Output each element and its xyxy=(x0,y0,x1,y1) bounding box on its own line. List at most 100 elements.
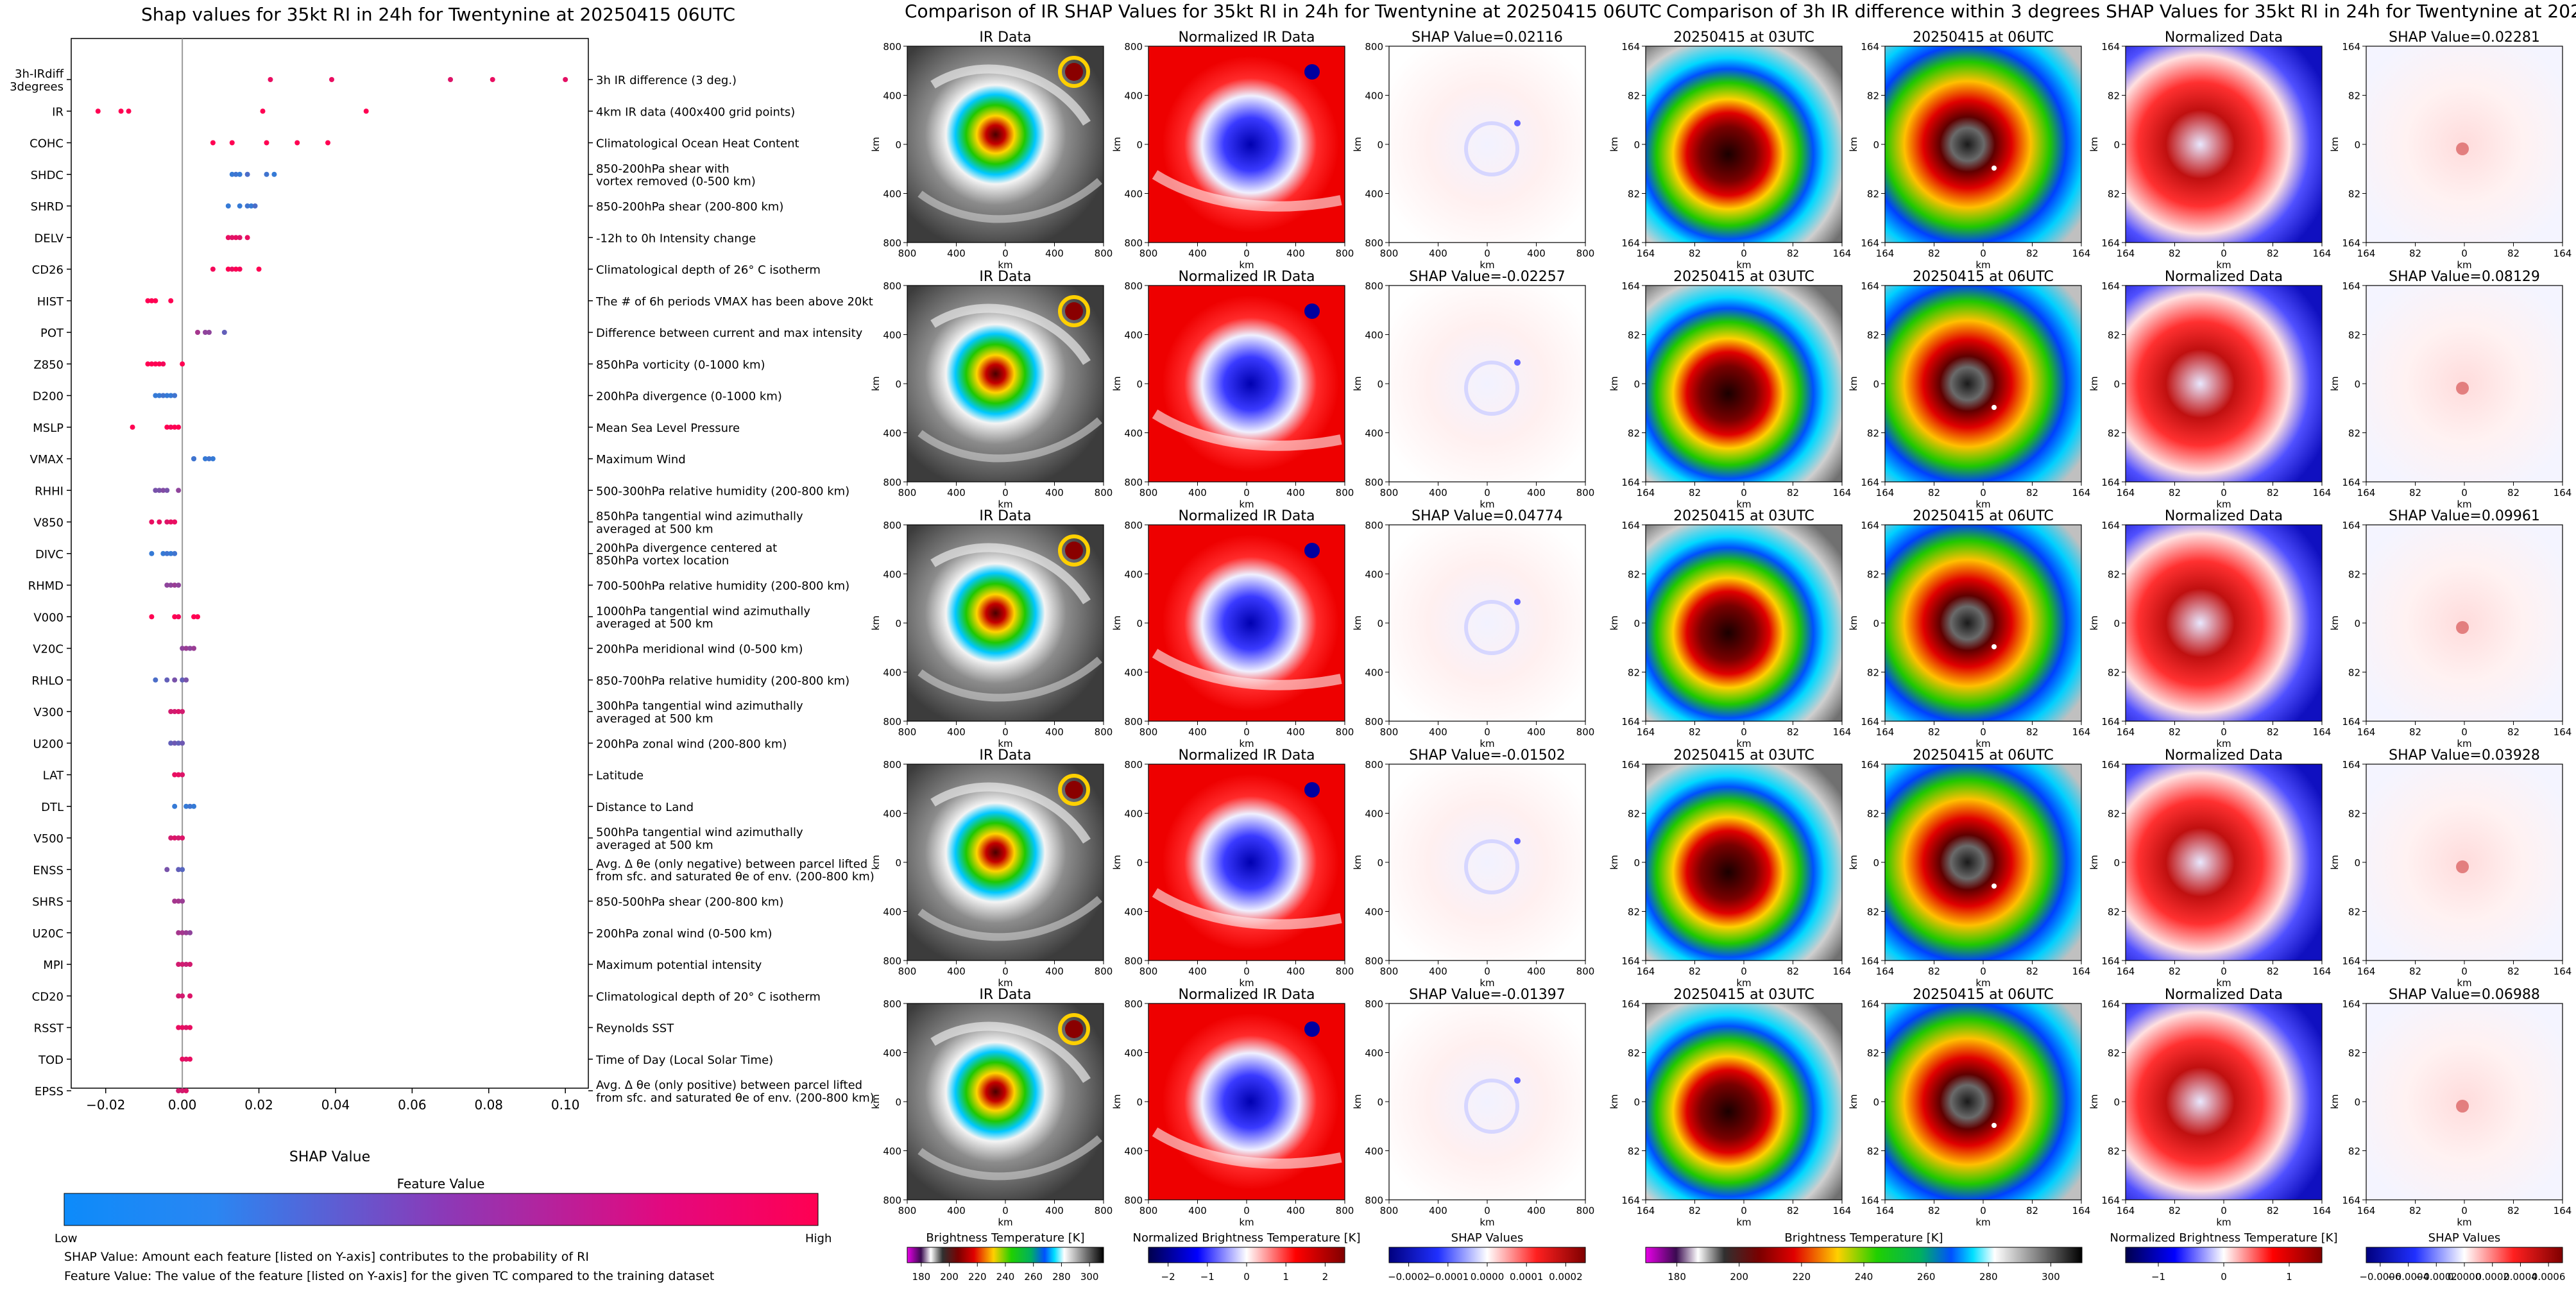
ytick-label: 400 xyxy=(883,1048,901,1059)
xtick-label: 0 xyxy=(1741,966,1747,977)
panel-title: 20250415 at 03UTC xyxy=(1673,987,1814,1003)
feature-name: CD26 xyxy=(32,264,64,277)
xtick-label: 164 xyxy=(1637,487,1655,499)
ytick-label: 82 xyxy=(1628,569,1640,581)
xtick-label: 164 xyxy=(1833,966,1852,977)
ytick-label: 800 xyxy=(1124,955,1143,967)
xtick-label: 0.08 xyxy=(475,1097,504,1113)
shap-point xyxy=(187,645,193,651)
xtick-label: 82 xyxy=(2169,726,2181,738)
x-axis-label: km xyxy=(1239,259,1254,271)
xtick-label: 400 xyxy=(1527,248,1546,259)
shap-point xyxy=(168,740,174,746)
xtick-label: 400 xyxy=(947,726,966,738)
colorbar-tick-label: −0.0001 xyxy=(1427,1271,1469,1283)
panel-title: 20250415 at 03UTC xyxy=(1673,30,1814,46)
x-axis-label: km xyxy=(1736,1216,1751,1228)
ytick-label: 82 xyxy=(2348,667,2360,679)
xtick-label: 0 xyxy=(2461,966,2468,977)
ytick-label: 164 xyxy=(1861,955,1879,967)
ytick-label: 400 xyxy=(1365,189,1383,200)
ytick-label: 0 xyxy=(2354,379,2360,390)
ytick-label: 400 xyxy=(1124,330,1143,341)
colorbar-gradient xyxy=(907,1247,1104,1263)
shap-point xyxy=(294,140,300,146)
ytick-label: 800 xyxy=(1365,716,1383,728)
shap-point xyxy=(164,393,170,398)
xtick-label: 0 xyxy=(2221,966,2227,977)
feature-description: 200hPa divergence centered at 850hPa vort… xyxy=(596,542,777,568)
xtick-label: 0 xyxy=(1484,248,1490,259)
colorbar: SHAP Values−0.0006−0.0004−0.00020.00000.… xyxy=(2359,1231,2565,1283)
x-axis-label: km xyxy=(1975,1216,1990,1228)
xtick-label: 800 xyxy=(1139,1205,1158,1216)
xtick-label: 82 xyxy=(2507,966,2520,977)
ytick-label: 400 xyxy=(883,189,901,200)
shap-note: SHAP Value: Amount each feature [listed … xyxy=(64,1250,589,1264)
x-axis-label: km xyxy=(2457,738,2471,749)
xtick-label: 164 xyxy=(1876,487,1895,499)
ytick-label: 82 xyxy=(1867,1146,1879,1157)
ytick-label: 0 xyxy=(1377,139,1383,151)
ytick-label: 0 xyxy=(1633,379,1640,390)
shap-point xyxy=(157,393,162,398)
y-axis-label: km xyxy=(1608,1094,1620,1109)
x-axis-label: km xyxy=(2457,499,2471,510)
shap-point xyxy=(176,614,182,620)
feature-name: RHHI xyxy=(35,484,64,498)
xtick-label: 400 xyxy=(1286,487,1305,499)
shap-point xyxy=(176,772,182,778)
ytick-label: 800 xyxy=(1365,759,1383,771)
panel-image xyxy=(1646,286,1842,482)
feature-name: VMAX xyxy=(30,453,64,466)
xtick-label: 800 xyxy=(1576,726,1595,738)
shap-point xyxy=(233,266,239,272)
shap-point xyxy=(180,1025,185,1030)
shap-point xyxy=(168,298,174,303)
ytick-label: 82 xyxy=(2108,667,2120,679)
y-axis-label: km xyxy=(2329,376,2341,391)
shap-point xyxy=(191,614,197,620)
y-axis-label: km xyxy=(2329,1094,2341,1109)
ytick-label: 400 xyxy=(1365,90,1383,102)
xtick-label: 800 xyxy=(898,248,917,259)
panel-image xyxy=(907,286,1104,482)
feature-description: 850-200hPa shear (200-800 km) xyxy=(596,200,783,214)
panel-title: SHAP Value=0.04774 xyxy=(1412,508,1563,524)
shap-point xyxy=(118,108,124,114)
feature-description: Climatological depth of 20° C isotherm xyxy=(596,990,821,1003)
panel-title: IR Data xyxy=(979,747,1031,764)
xtick-label: 400 xyxy=(1527,966,1546,977)
shap-point xyxy=(176,1088,182,1093)
xtick-label: 0 xyxy=(1002,248,1009,259)
ytick-label: 0 xyxy=(1377,618,1383,629)
y-axis-label: km xyxy=(1111,855,1123,869)
feature-name: SHRD xyxy=(31,200,64,214)
xtick-label: 164 xyxy=(1876,726,1895,738)
ytick-label: 800 xyxy=(1124,280,1143,292)
colorbar: Brightness Temperature [K] 180 200 220 240 26… xyxy=(1645,1231,2083,1283)
colorbar-tick-label: 200 xyxy=(940,1271,959,1283)
xtick-label: 164 xyxy=(1637,1205,1655,1216)
panel-image xyxy=(1389,1003,1585,1200)
shap-point xyxy=(237,266,243,272)
panel-title: SHAP Value=-0.02257 xyxy=(1409,269,1565,285)
ytick-label: 164 xyxy=(2342,477,2360,488)
xtick-label: 82 xyxy=(2169,487,2181,499)
feature-name: EPSS xyxy=(35,1085,64,1098)
xtick-label: 164 xyxy=(1637,248,1655,259)
shap-point xyxy=(160,551,166,556)
shap-point xyxy=(183,1088,189,1093)
xtick-label: 82 xyxy=(1787,726,1799,738)
ytick-label: 800 xyxy=(883,477,901,488)
shap-point xyxy=(172,677,178,683)
ytick-label: 800 xyxy=(883,716,901,728)
ytick-label: 400 xyxy=(1124,808,1143,820)
y-axis-label: km xyxy=(1608,855,1620,869)
panel-image xyxy=(2126,1003,2322,1200)
colorbar-tick-label: −0.0002 xyxy=(2416,1271,2457,1283)
ytick-label: 164 xyxy=(2342,759,2360,771)
